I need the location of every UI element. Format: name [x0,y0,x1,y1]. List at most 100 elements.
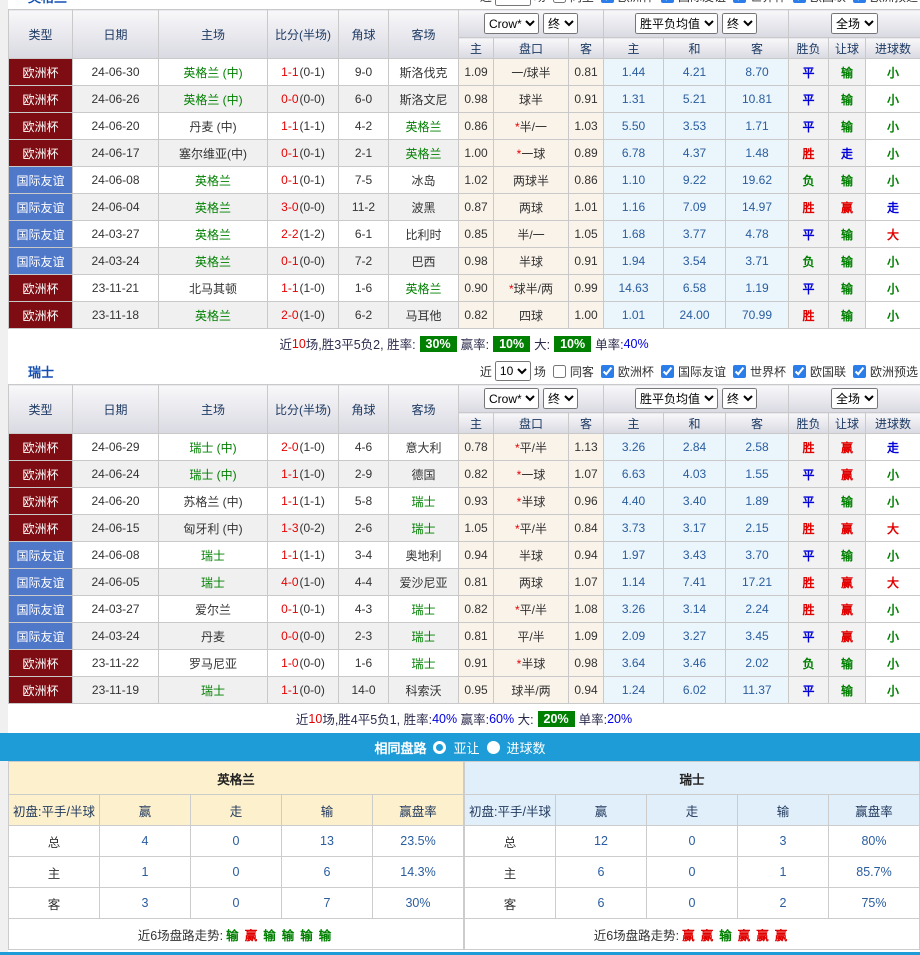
avg-draw-odds: 24.00 [664,302,726,329]
handicap-cell: 两球 [494,194,569,221]
corners-cell: 5-8 [339,488,389,515]
avg-draw-odds: 6.02 [664,677,726,704]
final-odds-select[interactable]: 终 [543,13,578,34]
result-handicap: 输 [829,650,866,677]
swiss-league-checkbox-4[interactable] [853,365,866,378]
handicap-cell: *半球 [494,488,569,515]
corners-cell: 4-3 [339,596,389,623]
avg-draw-odds: 4.03 [664,461,726,488]
avg-draw-odds: 3.17 [664,515,726,542]
england-recent-count-select[interactable]: 10 [495,0,531,6]
england-same-venue-label: 同主 [570,0,594,5]
home-team: 英格兰 (中) [159,86,268,113]
england-league-checkbox-1[interactable] [661,0,674,3]
result-handicap: 赢 [829,515,866,542]
final-odds-select[interactable]: 终 [543,388,578,409]
home-team: 英格兰 [159,194,268,221]
england-league-checkbox-0[interactable] [601,0,614,3]
fulltime-score: 0-0 [281,629,298,643]
away-team: 意大利 [389,434,459,461]
corners-cell: 7-2 [339,248,389,275]
fulltime-score: 1-1 [281,281,298,295]
fulltime-score: 2-2 [281,227,298,241]
result-outcome: 平 [789,221,829,248]
score-cell: 3-0(0-0) [268,194,339,221]
stat-title-row: 英格兰 [9,762,464,795]
avg-odds-select[interactable]: 胜平负均值 [635,388,718,409]
avg-away-odds: 4.78 [726,221,789,248]
england-league-checkbox-3[interactable] [793,0,806,3]
sub-away-odds-header: 客 [569,38,604,59]
result-goals: 小 [866,113,920,140]
corners-cell: 6-2 [339,302,389,329]
swiss-league-checkbox-0[interactable] [601,365,614,378]
stat-value: 0 [191,826,282,857]
england-same-venue-checkbox[interactable] [553,0,566,3]
stat-value: 13 [282,826,373,857]
away-odds: 0.84 [569,515,604,542]
home-odds: 0.82 [459,302,494,329]
swiss-recent-count-select[interactable]: 10 [495,361,531,381]
stat-value: 85.7% [829,857,920,888]
result-handicap: 走 [829,140,866,167]
avg-odds-select[interactable]: 胜平负均值 [635,13,718,34]
swiss-league-label-1: 国际友谊 [678,363,726,380]
swiss-league-label-2: 世界杯 [750,363,786,380]
radio-asian-handicap[interactable] [433,741,446,754]
match-date: 24-06-24 [73,461,159,488]
stat-col-header: 输 [282,795,373,826]
swiss-league-checkbox-2[interactable] [733,365,746,378]
swiss-title-link[interactable]: 瑞士 [28,362,54,381]
scope-select[interactable]: 全场 [831,388,878,409]
summary-segment: 10 [308,712,322,726]
result-outcome: 平 [789,461,829,488]
swiss-same-venue-checkbox[interactable] [553,365,566,378]
league-type-cell: 欧洲杯 [9,488,73,515]
fulltime-score: 1-1 [281,119,298,133]
england-league-checkbox-2[interactable] [733,0,746,3]
match-date: 24-06-08 [73,167,159,194]
final-avg-select[interactable]: 终 [722,388,757,409]
corners-cell: 4-6 [339,434,389,461]
col-score-header: 比分(半场) [268,385,339,434]
sub-handicap-result-header: 让球 [829,38,866,59]
england-title-link[interactable]: 英格兰 [28,0,67,6]
away-odds: 1.13 [569,434,604,461]
england-league-checkbox-4[interactable] [853,0,866,3]
home-odds: 0.87 [459,194,494,221]
avg-home-odds: 4.40 [604,488,664,515]
scope-select[interactable]: 全场 [831,13,878,34]
away-team: 科索沃 [389,677,459,704]
stat-col-header: 输 [738,795,829,826]
result-handicap: 输 [829,248,866,275]
final-avg-select[interactable]: 终 [722,13,757,34]
avg-home-odds: 14.63 [604,275,664,302]
col-home-header: 主场 [159,385,268,434]
bookmaker-select[interactable]: Crow* [484,388,539,409]
match-date: 23-11-21 [73,275,159,302]
fulltime-score: 3-0 [281,200,298,214]
away-odds: 0.98 [569,650,604,677]
handicap-text: 半球 [521,495,545,509]
bookmaker-select[interactable]: Crow* [484,13,539,34]
sub-avg-draw-header: 和 [664,413,726,434]
swiss-league-checkbox-1[interactable] [661,365,674,378]
trend-label: 近6场盘路走势: [138,929,223,943]
result-outcome: 胜 [789,140,829,167]
england-section-header-clipped: 英格兰 近10场同主欧洲杯国际友谊世界杯欧国联欧洲预选 [8,0,920,9]
radio-goals[interactable] [487,741,500,754]
result-goals: 大 [866,569,920,596]
away-odds: 0.96 [569,488,604,515]
swiss-league-checkbox-3[interactable] [793,365,806,378]
league-type-cell: 国际友谊 [9,623,73,650]
result-handicap: 输 [829,167,866,194]
corners-cell: 9-0 [339,59,389,86]
match-date: 24-03-27 [73,596,159,623]
